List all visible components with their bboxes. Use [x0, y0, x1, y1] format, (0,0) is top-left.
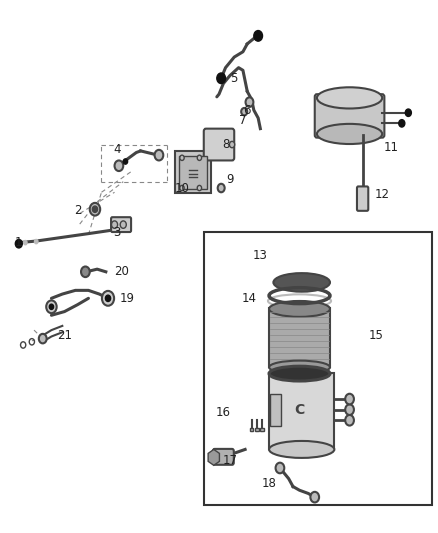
- Circle shape: [276, 463, 284, 473]
- Ellipse shape: [269, 366, 330, 381]
- Circle shape: [155, 150, 163, 160]
- Text: 19: 19: [120, 292, 135, 305]
- Circle shape: [254, 30, 262, 41]
- Text: 18: 18: [261, 478, 276, 490]
- Circle shape: [246, 98, 253, 107]
- Circle shape: [120, 221, 126, 228]
- Bar: [269, 308, 330, 367]
- Ellipse shape: [269, 301, 330, 317]
- Circle shape: [39, 334, 47, 343]
- Circle shape: [217, 73, 226, 84]
- Circle shape: [218, 184, 225, 192]
- Circle shape: [345, 405, 354, 415]
- Text: 10: 10: [175, 182, 190, 195]
- Circle shape: [311, 492, 319, 503]
- Circle shape: [46, 301, 57, 313]
- Ellipse shape: [269, 361, 330, 374]
- Circle shape: [241, 108, 247, 115]
- Ellipse shape: [317, 124, 382, 144]
- Circle shape: [24, 240, 27, 245]
- Circle shape: [230, 141, 235, 148]
- Circle shape: [180, 185, 184, 191]
- Circle shape: [35, 239, 38, 244]
- Circle shape: [81, 266, 90, 277]
- Text: 21: 21: [57, 329, 72, 342]
- Text: C: C: [294, 402, 305, 417]
- Text: 6: 6: [244, 103, 251, 117]
- Ellipse shape: [269, 441, 334, 458]
- Ellipse shape: [317, 87, 382, 109]
- FancyBboxPatch shape: [315, 94, 385, 138]
- Circle shape: [123, 159, 127, 164]
- FancyBboxPatch shape: [179, 156, 207, 189]
- Circle shape: [345, 394, 354, 405]
- Text: 11: 11: [383, 141, 399, 154]
- Text: 7: 7: [239, 114, 247, 127]
- Text: 12: 12: [374, 189, 390, 201]
- Text: 5: 5: [230, 72, 238, 85]
- Text: 16: 16: [216, 406, 231, 419]
- Circle shape: [405, 109, 411, 116]
- Text: 15: 15: [368, 329, 383, 342]
- Circle shape: [112, 221, 117, 228]
- Circle shape: [102, 291, 114, 306]
- Bar: [270, 394, 281, 425]
- Text: 14: 14: [242, 292, 257, 305]
- Bar: [204, 232, 432, 505]
- Text: 13: 13: [253, 249, 268, 262]
- Circle shape: [197, 185, 201, 191]
- Text: 20: 20: [113, 265, 128, 278]
- Text: 4: 4: [113, 143, 120, 156]
- Bar: [260, 428, 264, 431]
- FancyBboxPatch shape: [111, 217, 131, 232]
- Circle shape: [92, 206, 98, 213]
- Circle shape: [345, 415, 354, 425]
- FancyBboxPatch shape: [204, 128, 234, 160]
- Circle shape: [115, 160, 123, 171]
- Text: 2: 2: [74, 204, 81, 217]
- Ellipse shape: [273, 273, 330, 292]
- FancyBboxPatch shape: [357, 187, 368, 211]
- Circle shape: [197, 155, 201, 160]
- Circle shape: [15, 239, 22, 248]
- Circle shape: [399, 119, 405, 127]
- Text: 8: 8: [222, 138, 229, 151]
- Text: 3: 3: [113, 225, 120, 239]
- Circle shape: [106, 295, 111, 302]
- FancyBboxPatch shape: [213, 449, 234, 465]
- Text: 1: 1: [15, 236, 22, 249]
- Bar: [250, 428, 253, 431]
- FancyBboxPatch shape: [175, 151, 211, 193]
- Bar: [269, 373, 334, 449]
- Circle shape: [90, 203, 100, 216]
- Text: 9: 9: [226, 173, 233, 185]
- Text: 17: 17: [223, 454, 237, 466]
- Bar: [255, 428, 258, 431]
- Circle shape: [49, 304, 53, 310]
- Circle shape: [180, 155, 184, 160]
